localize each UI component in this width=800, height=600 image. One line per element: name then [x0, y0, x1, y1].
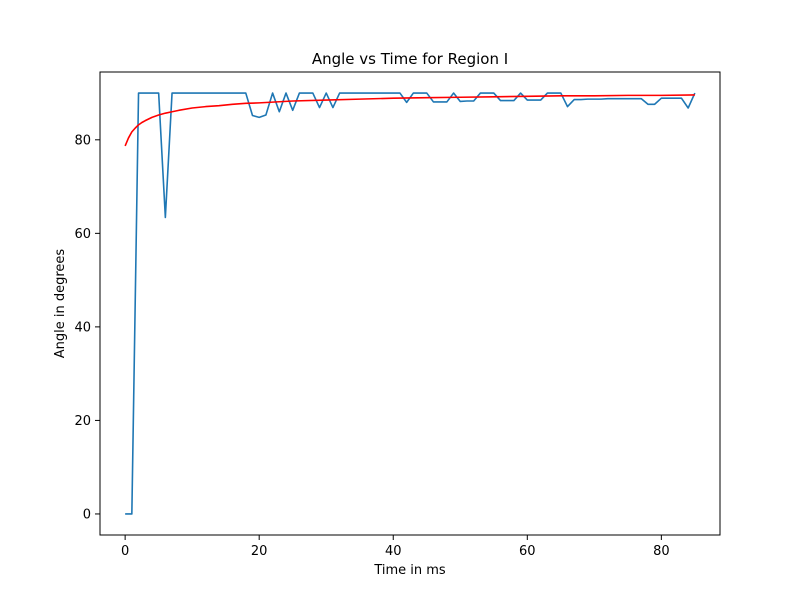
y-tick-label: 20 — [74, 414, 91, 429]
series-layer — [124, 92, 696, 515]
x-tick-label: 60 — [519, 544, 536, 559]
x-axis: 0 20 40 60 80 — [121, 535, 670, 559]
x-tick-label: 80 — [653, 544, 670, 559]
y-axis: 0 20 40 60 80 — [74, 133, 100, 522]
x-axis-label: Time in ms — [373, 563, 446, 578]
fitted-curve-line — [124, 94, 695, 147]
x-tick-label: 20 — [251, 544, 268, 559]
chart-title: Angle vs Time for Region I — [312, 50, 508, 68]
y-axis-label: Angle in degrees — [53, 249, 68, 359]
y-tick-label: 0 — [83, 507, 91, 522]
y-tick-label: 40 — [74, 320, 91, 335]
x-tick-label: 0 — [121, 544, 129, 559]
y-tick-label: 80 — [74, 133, 91, 148]
y-tick-label: 60 — [74, 227, 91, 242]
plot-area-frame — [99, 71, 721, 536]
measured-angle-line — [125, 92, 696, 515]
x-tick-label: 40 — [385, 544, 402, 559]
